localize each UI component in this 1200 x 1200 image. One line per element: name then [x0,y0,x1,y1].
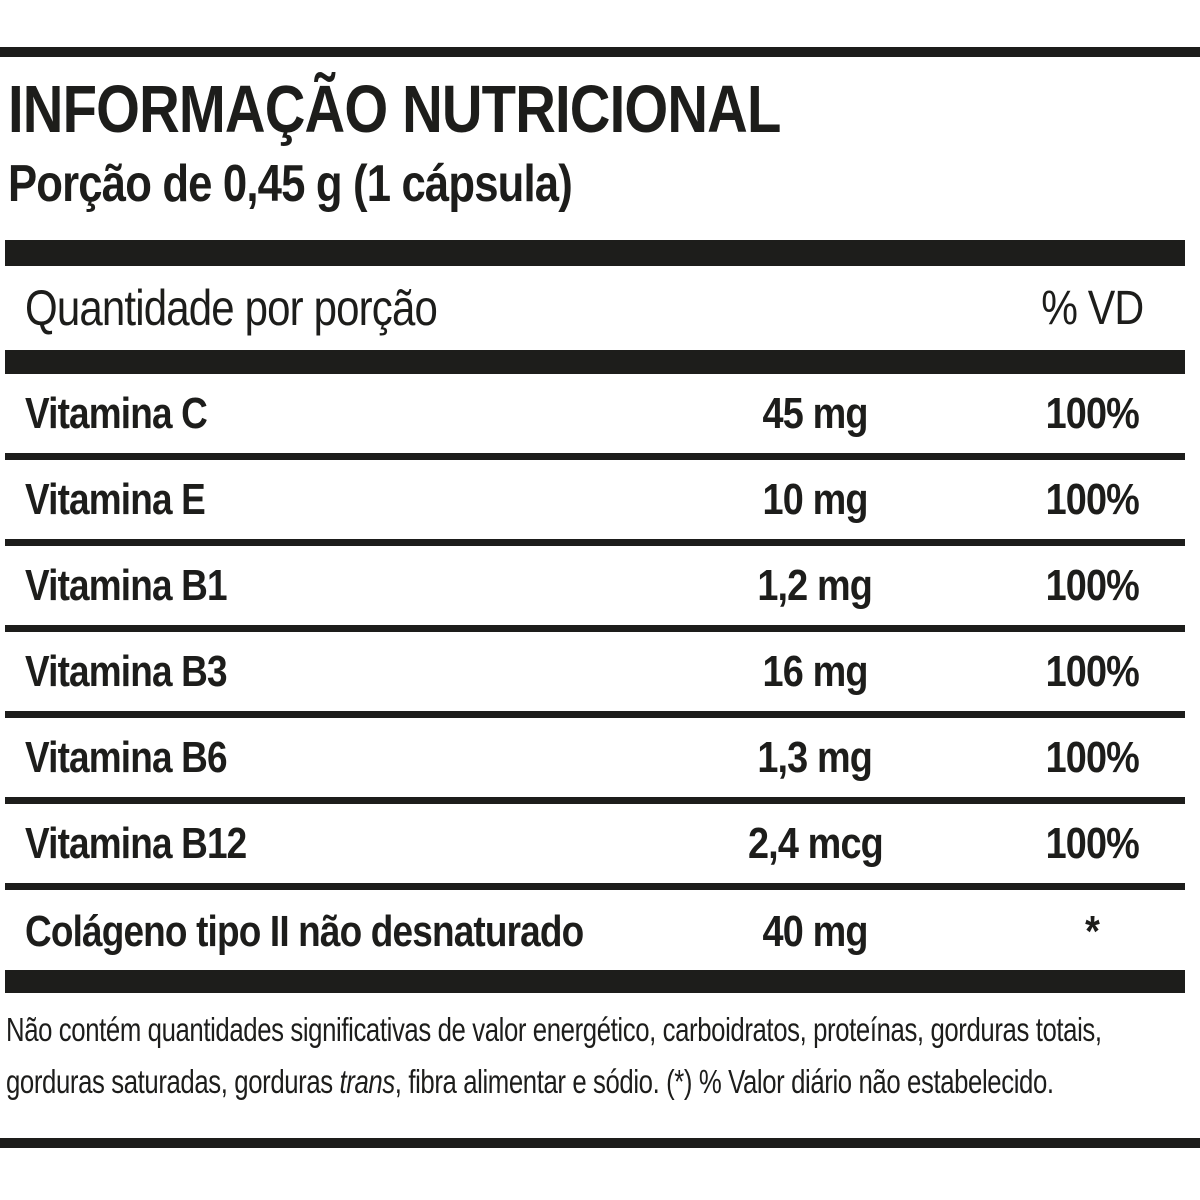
nutrient-amount: 2,4 mcg [747,818,884,868]
column-header-vd: % VD [1041,281,1144,335]
nutrient-name: Vitamina B3 [25,646,228,696]
table-row: Colágeno tipo II não desnaturado 40 mg * [5,890,1185,974]
table-row: Vitamina E 10 mg 100% [5,460,1185,546]
label-title-text: INFORMAÇÃO NUTRICIONAL [8,72,781,147]
header-bottom-bar [5,350,1185,374]
nutrient-name: Vitamina B1 [25,560,228,610]
nutrient-name: Colágeno tipo II não desnaturado [25,907,584,956]
nutrient-table: Vitamina C 45 mg 100% Vitamina E 10 mg 1… [5,374,1185,974]
nutrient-vd: * [1085,907,1101,956]
top-rule [0,47,1200,57]
footnote-trans-italic: trans [339,1063,396,1100]
nutrient-amount: 16 mg [762,646,868,696]
nutrient-vd: 100% [1045,474,1140,524]
table-row: Vitamina B1 1,2 mg 100% [5,546,1185,632]
footer-top-bar [5,970,1185,993]
nutrient-amount: 45 mg [762,388,868,438]
serving-size-text: Porção de 0,45 g (1 cápsula) [8,155,573,213]
table-row: Vitamina B6 1,3 mg 100% [5,718,1185,804]
bottom-rule [0,1138,1200,1148]
nutrient-amount: 1,2 mg [757,560,874,610]
footnote: Não contém quantidades significativas de… [6,1004,1196,1108]
nutrient-vd: 100% [1045,560,1140,610]
footnote-line-2: gorduras saturadas, gorduras trans, fibr… [6,1063,1054,1100]
footnote-line-1: Não contém quantidades significativas de… [6,1011,1102,1048]
table-row: Vitamina B3 16 mg 100% [5,632,1185,718]
nutrient-name: Vitamina B6 [25,732,228,782]
table-header: Quantidade por porção % VD [5,266,1185,350]
nutrient-name: Vitamina B12 [25,818,247,868]
nutrient-vd: 100% [1045,732,1140,782]
column-header-quantity: Quantidade por porção [25,280,438,336]
nutrient-amount: 10 mg [762,474,868,524]
nutrient-name: Vitamina E [25,474,206,524]
label-title: INFORMAÇÃO NUTRICIONAL [8,76,928,143]
nutrient-vd: 100% [1045,646,1140,696]
nutrient-name: Vitamina C [25,388,208,438]
nutrient-vd: 100% [1045,818,1140,868]
nutrient-vd: 100% [1045,388,1140,438]
serving-size: Porção de 0,45 g (1 cápsula) [8,158,679,210]
nutrient-amount: 40 mg [762,907,868,956]
header-top-bar [5,240,1185,266]
table-row: Vitamina C 45 mg 100% [5,374,1185,460]
table-row: Vitamina B12 2,4 mcg 100% [5,804,1185,890]
nutrient-amount: 1,3 mg [757,732,874,782]
